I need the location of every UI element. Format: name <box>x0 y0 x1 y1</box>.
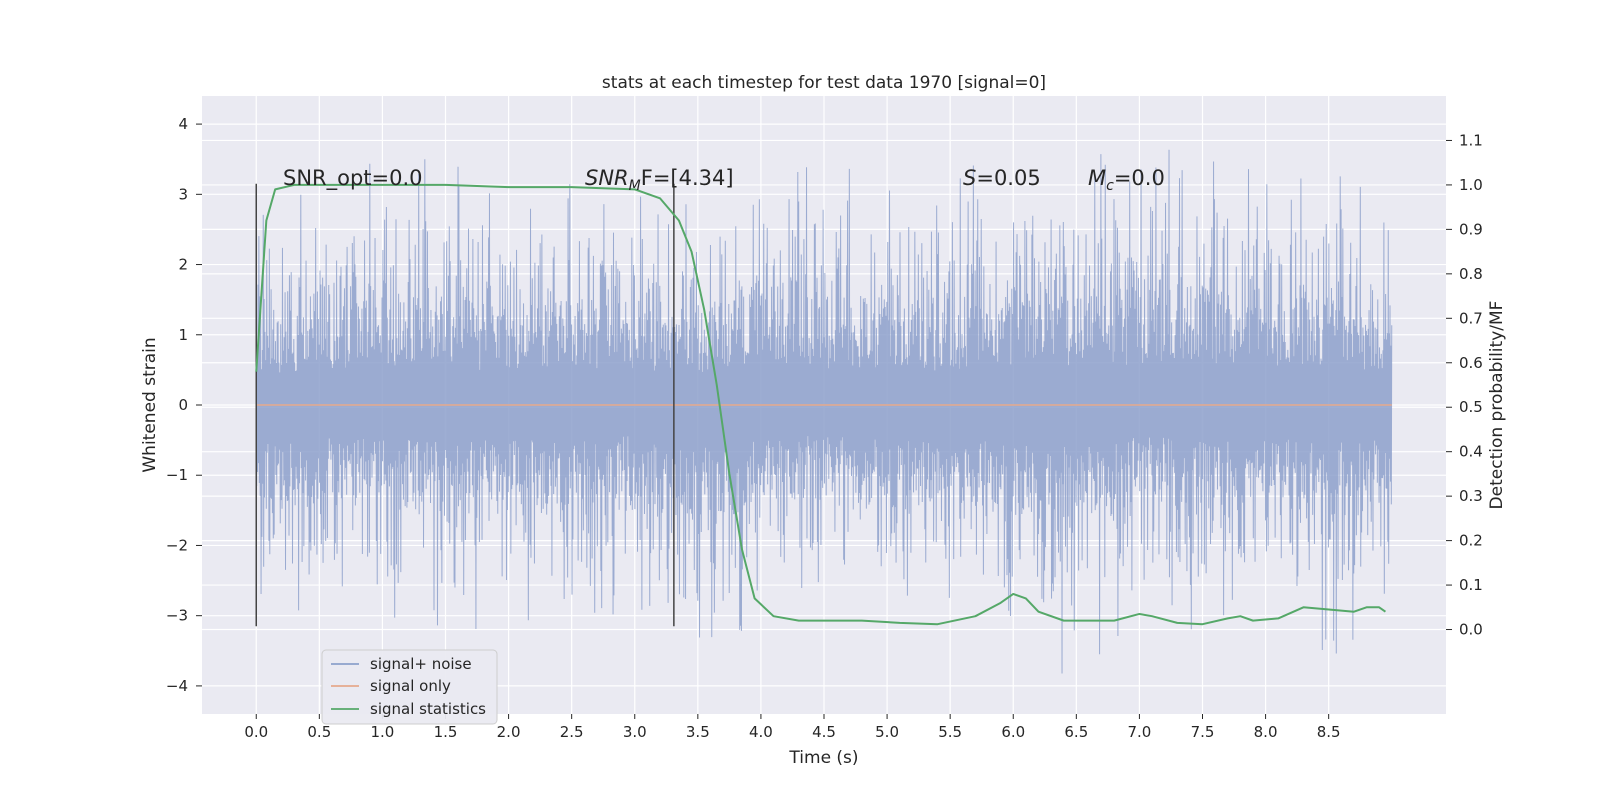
annotation-snr-mf-sub: M <box>629 178 641 194</box>
y-tick-label: 1 <box>178 326 188 344</box>
legend-label-signal-statistics: signal statistics <box>370 700 486 718</box>
y-tick-label: −4 <box>166 677 188 695</box>
y2-tick-label: 0.8 <box>1459 265 1483 283</box>
x-tick-label: 4.5 <box>812 723 836 741</box>
x-tick-label: 2.5 <box>560 723 584 741</box>
annotation-mc-sub: c <box>1106 178 1114 194</box>
annotation-snr-opt: SNR_opt=0.0 <box>283 166 423 191</box>
y-tick-label: −1 <box>166 466 188 484</box>
annotation-snr-mf: SNRMF=[4.34] <box>585 166 734 194</box>
x-tick-label: 1.5 <box>434 723 458 741</box>
x-tick-label: 7.5 <box>1191 723 1215 741</box>
y2-tick-label: 0.2 <box>1459 532 1483 550</box>
x-tick-label: 0.0 <box>244 723 268 741</box>
x-tick-label: 4.0 <box>749 723 773 741</box>
x-tick-label: 0.5 <box>307 723 331 741</box>
x-axis-title: Time (s) <box>788 748 858 768</box>
y2-axis-ticks: 1.1 1.0 0.9 0.8 0.7 0.6 0.5 0.4 0.3 0.2 0.1 0.0 <box>1446 131 1483 639</box>
vertical-markers <box>255 183 675 627</box>
y2-tick-label: 0.9 <box>1459 220 1483 238</box>
y-axis-title: Whitened strain <box>140 337 160 472</box>
x-tick-label: 8.5 <box>1317 723 1341 741</box>
y-tick-label: −2 <box>166 536 188 554</box>
y2-tick-label: 0.0 <box>1459 621 1483 639</box>
series-line-signal-statistics <box>255 183 1387 626</box>
y2-tick-label: 1.1 <box>1459 131 1483 149</box>
y2-tick-label: 0.7 <box>1459 309 1483 327</box>
chart-title: stats at each timestep for test data 197… <box>602 73 1046 93</box>
annotation-s: S=0.05 <box>963 166 1041 190</box>
x-tick-label: 1.0 <box>370 723 394 741</box>
annotation-s-rest: =0.05 <box>976 166 1040 190</box>
x-axis-ticks: 0.0 0.5 1.0 1.5 2.0 2.5 3.0 3.5 4.0 4.5 5.0 5.5 6.0 6… <box>244 714 1341 741</box>
y-tick-label: 3 <box>178 185 188 203</box>
annotation-s-main: S <box>963 166 976 190</box>
annotation-mc: Mc=0.0 <box>1088 166 1165 194</box>
x-tick-label: 3.0 <box>623 723 647 741</box>
y2-tick-label: 0.6 <box>1459 354 1483 372</box>
x-tick-label: 2.0 <box>497 723 521 741</box>
x-tick-label: 6.0 <box>1001 723 1025 741</box>
y2-tick-label: 0.1 <box>1459 576 1483 594</box>
x-tick-label: 5.0 <box>875 723 899 741</box>
y-tick-label: 0 <box>178 396 188 414</box>
series-line-signal-plus-noise <box>255 149 1393 674</box>
series-signal-statistics <box>255 183 1387 626</box>
y2-tick-label: 0.4 <box>1459 443 1483 461</box>
x-tick-label: 3.5 <box>686 723 710 741</box>
legend-box <box>321 649 498 725</box>
y2-axis-title: Detection probability/MF <box>1487 301 1507 510</box>
legend-label-signal-plus-noise: signal+ noise <box>370 655 472 673</box>
annotation-mc-main: M <box>1088 166 1106 190</box>
annotation-snr-mf-rest: F=[4.34] <box>641 166 734 190</box>
x-tick-label: 5.5 <box>938 723 962 741</box>
y-tick-label: −3 <box>166 607 188 625</box>
y2-tick-label: 0.3 <box>1459 487 1483 505</box>
legend: signal+ noise signal only signal statist… <box>321 649 498 725</box>
y-axis-ticks: 4 3 2 1 0 −1 −2 −3 −4 <box>166 115 202 695</box>
x-tick-label: 8.0 <box>1254 723 1278 741</box>
x-tick-label: 7.0 <box>1127 723 1151 741</box>
x-tick-label: 6.5 <box>1064 723 1088 741</box>
y-tick-label: 4 <box>178 115 188 133</box>
y-tick-label: 2 <box>178 256 188 274</box>
series-signal-plus-noise <box>255 149 1393 674</box>
y2-tick-label: 1.0 <box>1459 176 1483 194</box>
y2-tick-label: 0.5 <box>1459 398 1483 416</box>
legend-label-signal-only: signal only <box>370 677 451 695</box>
annotation-mc-rest: =0.0 <box>1114 166 1165 190</box>
annotation-snr-mf-main: SNR <box>585 166 629 190</box>
